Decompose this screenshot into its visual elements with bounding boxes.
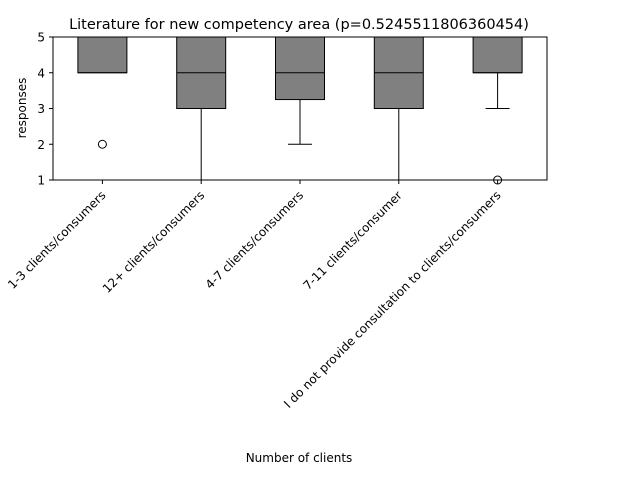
y-tick-label: 2: [37, 138, 45, 152]
x-tick-label: 12+ clients/consumers: [100, 188, 208, 296]
x-tick-label: 7-11 clients/consumer: [300, 188, 404, 292]
chart-title: Literature for new competency area (p=0.…: [69, 17, 529, 33]
box-3: [275, 36, 325, 101]
y-tick-label: 5: [37, 31, 45, 45]
y-axis-label: responses: [15, 78, 29, 139]
box-1: [77, 36, 128, 74]
x-tick-label: 4-7 clients/consumers: [203, 188, 306, 291]
plot-frame: [52, 36, 548, 181]
y-tick-label: 3: [37, 102, 45, 116]
box-5: [472, 36, 523, 74]
y-tick-label: 1: [37, 174, 45, 188]
x-tick-label: 1-3 clients/consumers: [5, 188, 108, 291]
outlier-point: [97, 139, 107, 149]
x-tick-label: I do not provide consultation to clients…: [281, 188, 504, 411]
x-axis-label: Number of clients: [246, 451, 353, 465]
y-tick-label: 4: [37, 66, 45, 80]
